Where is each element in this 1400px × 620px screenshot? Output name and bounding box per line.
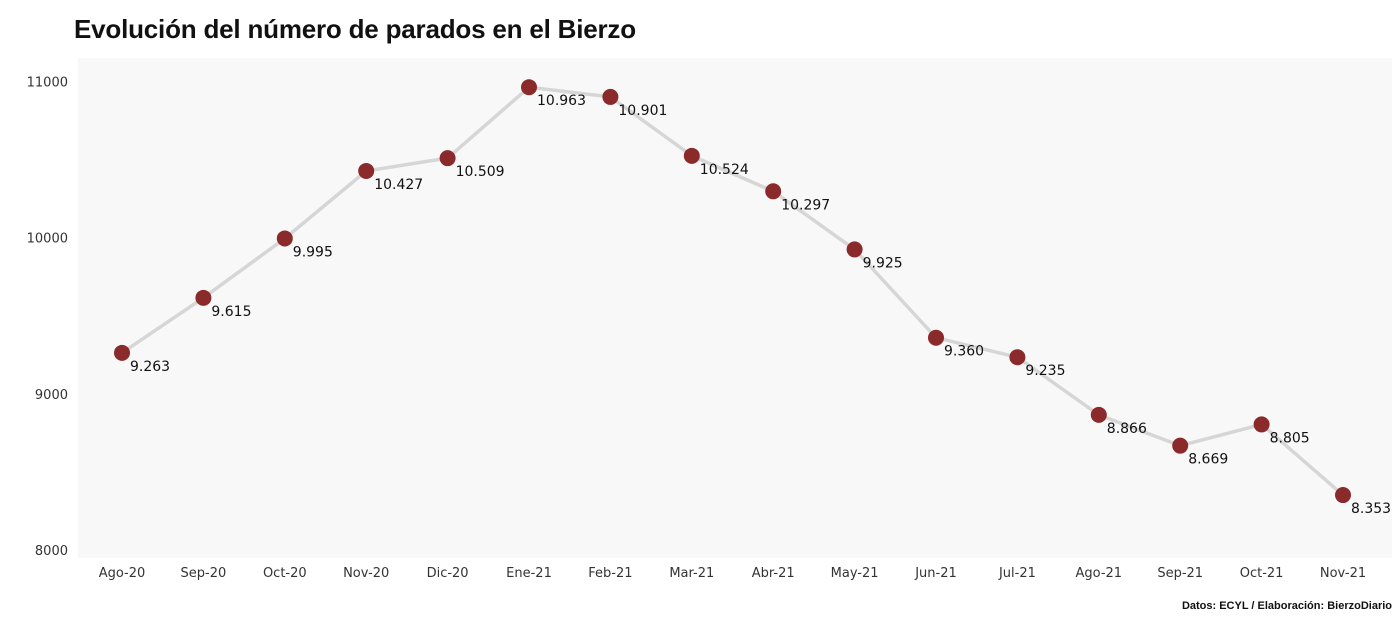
data-label: 10.963	[537, 93, 586, 109]
x-tick-label: Sep-20	[181, 566, 227, 581]
chart-title: Evolución del número de parados en el Bi…	[74, 14, 636, 44]
data-label: 8.866	[1107, 421, 1147, 437]
x-tick-label: Oct-21	[1240, 566, 1284, 581]
data-point	[1009, 349, 1026, 366]
data-point	[1253, 416, 1270, 433]
data-label: 9.995	[293, 244, 333, 260]
x-tick-label: Dic-20	[427, 566, 469, 581]
x-tick-label: Ene-21	[506, 566, 552, 581]
data-label: 8.805	[1270, 430, 1310, 446]
x-tick-label: Feb-21	[588, 566, 632, 581]
data-label: 9.263	[130, 359, 170, 375]
y-tick-label: 9000	[35, 388, 68, 403]
y-tick-label: 10000	[27, 232, 68, 247]
x-tick-label: Abr-21	[752, 566, 795, 581]
data-point	[846, 241, 863, 258]
data-label: 9.360	[944, 344, 984, 360]
data-label: 10.524	[700, 162, 749, 178]
data-point	[521, 79, 537, 96]
data-point	[276, 230, 293, 247]
data-label: 10.297	[781, 197, 830, 213]
x-tick-label: Nov-21	[1320, 566, 1366, 581]
data-label: 10.427	[374, 177, 423, 193]
data-label: 10.901	[618, 103, 667, 119]
data-label: 9.615	[211, 304, 251, 320]
data-point	[683, 147, 700, 164]
series-line	[121, 85, 1345, 497]
x-tick-label: Jul-21	[998, 566, 1036, 581]
data-label: 8.669	[1188, 452, 1228, 468]
x-tick-label: Jun-21	[914, 566, 957, 581]
data-point	[439, 150, 456, 167]
data-label: 9.235	[1025, 363, 1065, 379]
data-label: 9.925	[863, 255, 903, 271]
source-note: Datos: ECYL / Elaboración: BierzoDiario	[1181, 600, 1392, 612]
x-tick-label: Mar-21	[669, 566, 714, 581]
data-point	[195, 289, 212, 306]
x-tick-label: May-21	[831, 566, 879, 581]
data-label: 8.353	[1351, 501, 1391, 517]
x-tick-label: Ago-21	[1076, 566, 1123, 581]
y-tick-label: 11000	[27, 75, 68, 90]
line-chart: 8000 9000 10000 11000 Ago-20 Sep-20 Oct-20 Nov…	[26, 58, 1392, 581]
x-tick-label: Oct-20	[263, 566, 307, 581]
x-tick-label: Sep-21	[1157, 566, 1203, 581]
data-point	[1172, 437, 1189, 454]
y-tick-label: 8000	[35, 544, 68, 559]
data-point	[928, 329, 944, 346]
data-point	[114, 344, 130, 361]
data-point	[765, 183, 782, 200]
data-point	[1335, 487, 1351, 504]
x-tick-label: Nov-20	[343, 566, 389, 581]
data-label: 10.509	[456, 164, 505, 180]
data-point	[1090, 406, 1107, 423]
plot-panel	[78, 58, 1392, 558]
data-point	[358, 162, 375, 179]
x-tick-label: Ago-20	[99, 566, 146, 581]
data-point	[602, 88, 619, 105]
